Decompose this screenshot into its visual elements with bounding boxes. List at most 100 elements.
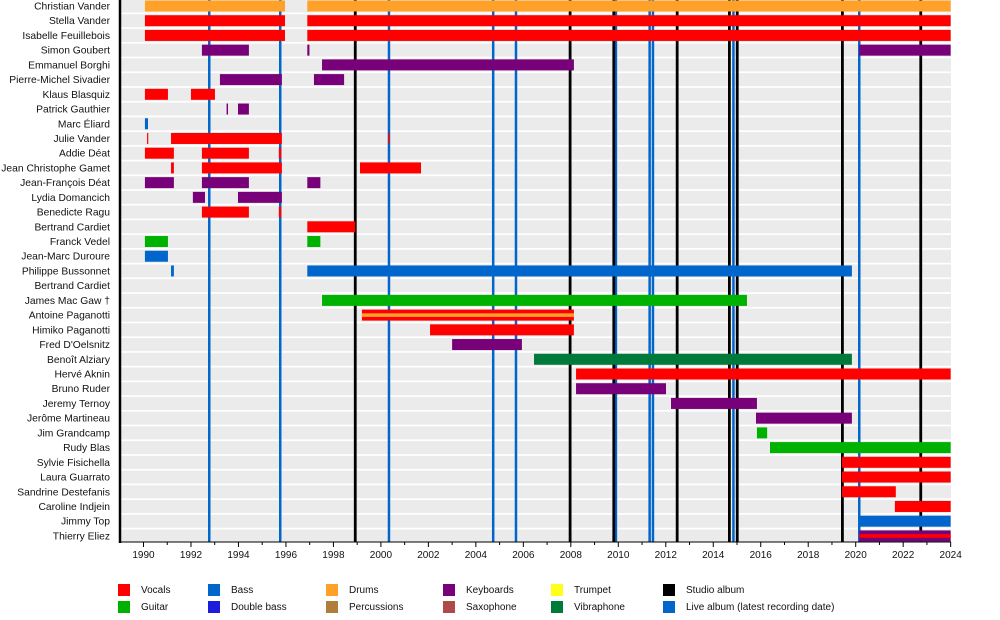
- legend-item: Studio album: [663, 583, 744, 597]
- x-tick-label: 2024: [940, 550, 963, 561]
- legend-label: Percussions: [349, 601, 404, 613]
- legend-swatch: [663, 584, 675, 596]
- member-name-label: Pierre-Michel Sivadier: [9, 75, 110, 86]
- member-name-label: Sylvie Fisichella: [37, 458, 111, 469]
- row-band: [120, 235, 951, 249]
- x-tick-label: 2014: [702, 550, 725, 561]
- row-band: [120, 426, 951, 440]
- x-tick-label: 2006: [512, 550, 535, 561]
- membership-stripe-drums: [361, 313, 574, 317]
- legend-item: Drums: [326, 583, 378, 597]
- legend-swatch: [443, 601, 455, 613]
- x-tick-label: 1998: [322, 550, 345, 561]
- legend-label: Vocals: [141, 584, 171, 596]
- row-band: [120, 485, 951, 499]
- legend-label: Trumpet: [574, 584, 611, 596]
- membership-bar-bass: [144, 118, 149, 130]
- x-tick-label: 2000: [370, 550, 393, 561]
- membership-bar-vocals: [171, 132, 282, 144]
- legend-swatch: [208, 584, 220, 596]
- member-name-label: Philippe Bussonnet: [22, 266, 110, 277]
- x-tick-label: 1992: [180, 550, 203, 561]
- member-name-label: Caroline Indjein: [38, 502, 110, 513]
- member-name-label: James Mac Gaw †: [25, 296, 111, 307]
- member-name-label: Jean-Marc Duroure: [21, 252, 110, 263]
- legend: Vocals Guitar Bass Double bass Drums Percussi…: [0, 581, 1000, 617]
- member-name-label: Bertrand Cardiet: [34, 281, 110, 292]
- member-name-label: Sandrine Destefanis: [17, 487, 110, 498]
- member-name-label: Marc Éliard: [58, 117, 110, 130]
- legend-label: Drums: [349, 584, 379, 596]
- member-name-label: Franck Vedel: [50, 237, 110, 248]
- membership-bar-vocals: [144, 15, 285, 27]
- membership-bar-vocals: [201, 147, 249, 159]
- legend-swatch: [208, 601, 220, 613]
- membership-bar-vocals: [144, 88, 168, 100]
- membership-bar-drums: [144, 0, 285, 12]
- x-tick-label: 2016: [750, 550, 773, 561]
- row-band: [120, 499, 951, 513]
- x-tick-label: 2002: [417, 550, 440, 561]
- row-band: [120, 220, 951, 234]
- membership-bar-vocals: [576, 368, 951, 380]
- membership-bar-keyboards: [201, 177, 249, 189]
- membership-bar-vocals: [278, 147, 282, 159]
- membership-bar-keyboards: [307, 177, 321, 189]
- row-band: [120, 190, 951, 204]
- membership-bar-keyboards: [859, 44, 951, 56]
- membership-bar-vocals: [278, 206, 282, 218]
- membership-bar-drums: [307, 0, 951, 12]
- row-band: [120, 279, 951, 293]
- membership-bar-vocals: [841, 471, 951, 483]
- legend-item: Percussions: [326, 600, 403, 614]
- member-name-label: Antoine Paganotti: [29, 311, 110, 322]
- legend-item: Trumpet: [551, 583, 611, 597]
- legend-swatch: [551, 584, 563, 596]
- membership-bar-vocals: [190, 88, 215, 100]
- membership-bar-keyboards: [201, 44, 249, 56]
- legend-item: Vocals: [118, 583, 170, 597]
- legend-label: Saxophone: [466, 601, 517, 613]
- membership-bar-keyboards: [671, 397, 757, 409]
- member-name-label: Christian Vander: [34, 2, 111, 13]
- member-name-label: Benoît Alziary: [47, 355, 111, 366]
- member-name-label: Klaus Blasquiz: [42, 90, 110, 101]
- member-name-label: Jeremy Ternoy: [43, 399, 111, 410]
- row-band: [120, 382, 951, 396]
- x-tick-label: 2008: [560, 550, 583, 561]
- legend-swatch: [118, 584, 130, 596]
- membership-bar-keyboards: [576, 383, 667, 395]
- member-name-label: Hervé Aknin: [54, 370, 110, 381]
- membership-bar-bass: [144, 250, 168, 262]
- x-tick-label: 2018: [797, 550, 820, 561]
- membership-stripe-vocals: [859, 534, 951, 538]
- member-name-label: Benedicte Ragu: [37, 208, 111, 219]
- legend-swatch: [443, 584, 455, 596]
- member-name-label: Simon Goubert: [41, 46, 110, 57]
- member-name-label: Bertrand Cardiet: [34, 222, 110, 233]
- membership-bar-keyboards: [313, 74, 345, 86]
- membership-bar-vocals: [841, 456, 951, 468]
- membership-bar-vocals: [894, 500, 951, 512]
- membership-bar-keyboards: [307, 44, 310, 56]
- membership-bar-vocals: [307, 221, 356, 233]
- membership-bar-guitar: [144, 236, 168, 248]
- legend-label: Vibraphone: [574, 601, 625, 613]
- member-name-label: Emmanuel Borghi: [28, 60, 110, 71]
- membership-bar-keyboards: [226, 103, 229, 115]
- membership-bar-vocals: [144, 29, 285, 41]
- membership-bar-keyboards: [322, 59, 574, 71]
- membership-bar-vocals: [147, 132, 149, 144]
- row-band: [120, 146, 951, 160]
- membership-bar-guitar: [756, 427, 768, 439]
- membership-bar-keyboards: [452, 339, 522, 351]
- membership-bar-vocals: [201, 206, 249, 218]
- membership-bar-vibraphone: [534, 353, 852, 365]
- row-band: [120, 470, 951, 484]
- membership-bar-bass: [307, 265, 852, 277]
- membership-bar-vocals: [388, 132, 390, 144]
- membership-bar-guitar: [322, 294, 747, 306]
- membership-bar-vocals: [307, 29, 951, 41]
- legend-label: Guitar: [141, 601, 169, 613]
- membership-bar-guitar: [769, 442, 951, 454]
